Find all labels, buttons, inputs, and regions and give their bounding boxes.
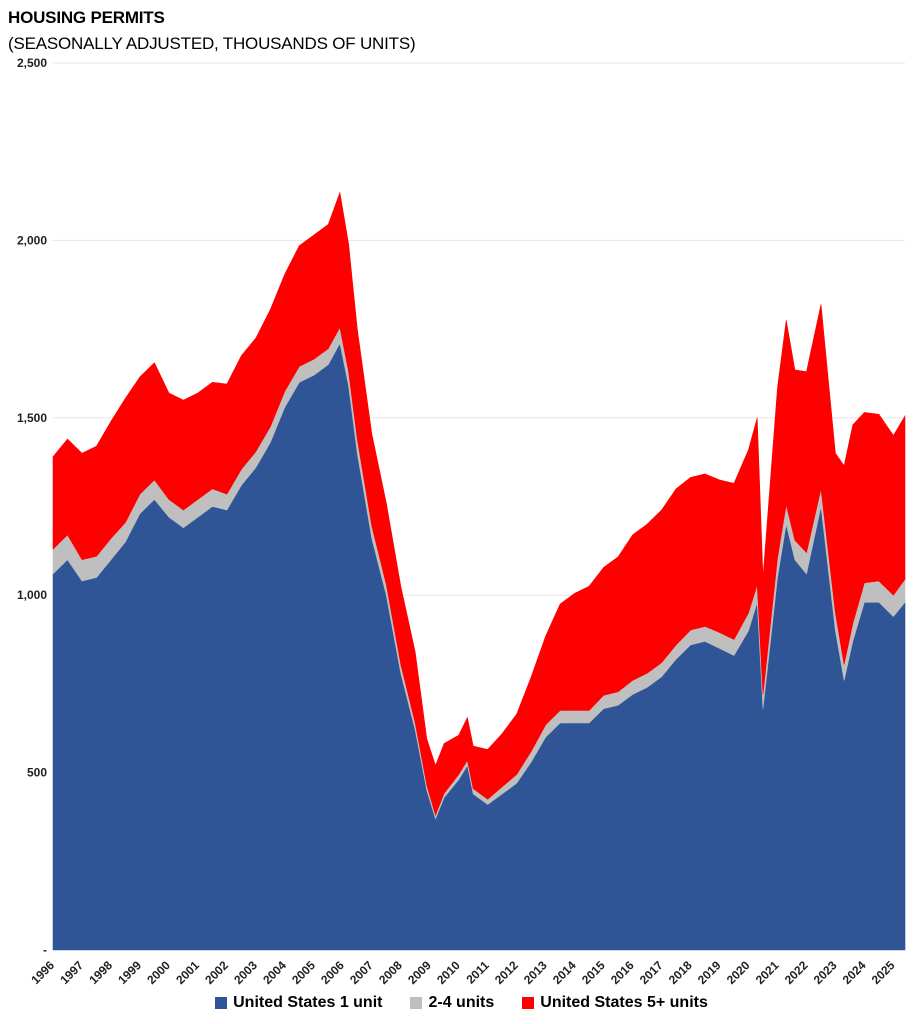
- x-tick-label: 2005: [289, 958, 318, 987]
- legend-item: United States 5+ units: [522, 994, 708, 1012]
- legend-label: 2-4 units: [428, 994, 495, 1011]
- x-tick-label: 1997: [57, 958, 86, 987]
- x-tick-label: 2009: [405, 958, 434, 987]
- x-tick-label: 2023: [811, 958, 840, 987]
- x-tick-label: 2019: [695, 958, 724, 987]
- legend-label: United States 5+ units: [540, 994, 708, 1011]
- x-tick-label: 1996: [28, 958, 57, 987]
- x-tick-label: 2004: [260, 958, 289, 987]
- x-tick-label: 2010: [434, 958, 463, 987]
- y-tick-label: 2,000: [17, 233, 47, 247]
- legend-item: 2-4 units: [410, 994, 494, 1012]
- y-tick-label: 2,500: [17, 56, 47, 70]
- area-series: [52, 191, 906, 951]
- x-tick-label: 2013: [521, 958, 550, 987]
- y-axis-ticks: - 500 1,000 1,500 2,000 2,500: [17, 56, 47, 957]
- x-tick-label: 2001: [173, 958, 202, 987]
- x-axis-ticks: 1996 1997 1998 1999 2000 2001 2002 2003 2004 2005…: [28, 958, 897, 987]
- chart-subtitle: (SEASONALLY ADJUSTED, THOUSANDS OF UNITS…: [8, 34, 416, 53]
- x-tick-label: 2021: [753, 958, 782, 987]
- x-tick-label: 2018: [666, 958, 695, 987]
- chart-title: HOUSING PERMITS: [8, 8, 165, 27]
- x-tick-label: 2022: [782, 958, 811, 987]
- legend-swatch: [522, 997, 535, 1009]
- legend-item: United States 1 unit: [215, 994, 382, 1012]
- x-tick-label: 2020: [724, 958, 753, 987]
- x-tick-label: 1998: [86, 958, 115, 987]
- x-tick-label: 2025: [869, 958, 898, 987]
- x-tick-label: 2000: [144, 958, 173, 987]
- x-tick-label: 2024: [840, 958, 869, 987]
- x-tick-label: 2015: [579, 958, 608, 987]
- legend-label: United States 1 unit: [233, 994, 383, 1011]
- x-tick-label: 2008: [376, 958, 405, 987]
- y-tick-label: 1,500: [17, 411, 47, 425]
- legend-swatch: [215, 997, 228, 1009]
- x-tick-label: 2002: [202, 958, 231, 987]
- x-tick-label: 2011: [463, 958, 492, 987]
- x-tick-label: 2007: [347, 958, 376, 987]
- x-tick-label: 2016: [608, 958, 637, 987]
- y-tick-label: 1,000: [17, 588, 47, 602]
- y-tick-label: -: [43, 943, 47, 957]
- x-tick-label: 2012: [492, 958, 521, 987]
- y-tick-label: 500: [27, 766, 47, 780]
- area-series-3: [52, 191, 906, 817]
- x-tick-label: 2006: [318, 958, 347, 987]
- x-tick-label: 2017: [637, 958, 666, 987]
- x-tick-label: 2003: [231, 958, 260, 987]
- legend: United States 1 unit 2-4 units United Stat…: [0, 994, 923, 1014]
- x-tick-label: 2014: [550, 958, 579, 987]
- x-tick-label: 1999: [115, 958, 144, 987]
- legend-swatch: [410, 997, 423, 1009]
